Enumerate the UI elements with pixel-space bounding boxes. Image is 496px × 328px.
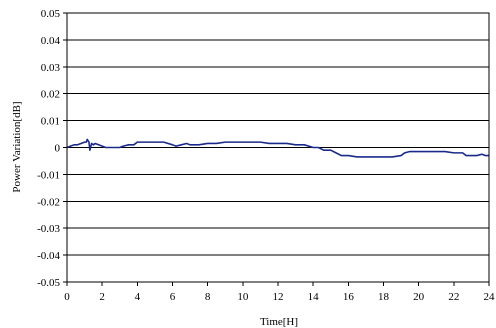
- y-tick-label: -0.02: [37, 196, 60, 208]
- axes: [63, 12, 490, 286]
- x-tick-label: 6: [170, 291, 176, 303]
- y-tick-label: -0.03: [37, 223, 60, 235]
- x-tick-label: 20: [413, 291, 425, 303]
- x-tick-label: 8: [205, 291, 211, 303]
- x-tick-label: 4: [135, 291, 141, 303]
- y-tick-label: 0.03: [41, 62, 61, 74]
- y-tick-label: -0.01: [37, 169, 60, 181]
- x-tick-label: 24: [484, 291, 496, 303]
- x-tick-label: 18: [378, 291, 390, 303]
- grid-lines: [67, 12, 489, 283]
- y-axis-title: Power Variation[dB]: [11, 101, 23, 192]
- y-tick-label: 0.02: [41, 89, 60, 101]
- y-tick-label: -0.05: [37, 277, 60, 289]
- y-tick-label: 0.01: [41, 116, 60, 128]
- y-tick-label: -0.04: [37, 250, 60, 262]
- x-tick-label: 2: [99, 291, 105, 303]
- x-tick-label: 12: [273, 291, 284, 303]
- y-tick-label: 0.05: [41, 8, 61, 20]
- x-tick-label: 22: [448, 291, 459, 303]
- y-tick-labels: 0.05 0.04 0.03 0.02 0.01 0 -0.01 -0.02 -0.03 -0.0…: [37, 8, 60, 289]
- x-axis-title: Time[H]: [260, 316, 298, 328]
- x-tick-label: 0: [64, 291, 70, 303]
- x-tick-label: 14: [308, 291, 320, 303]
- x-tick-label: 10: [237, 291, 249, 303]
- x-tick-label: 16: [343, 291, 355, 303]
- x-tick-labels: 0 2 4 6 8 10 12 14 16 18 20 22 24: [64, 291, 495, 303]
- y-tick-label: 0.04: [41, 35, 61, 47]
- y-tick-label: 0: [55, 143, 61, 155]
- series-line: [66, 138, 489, 158]
- series-layer: [66, 138, 489, 158]
